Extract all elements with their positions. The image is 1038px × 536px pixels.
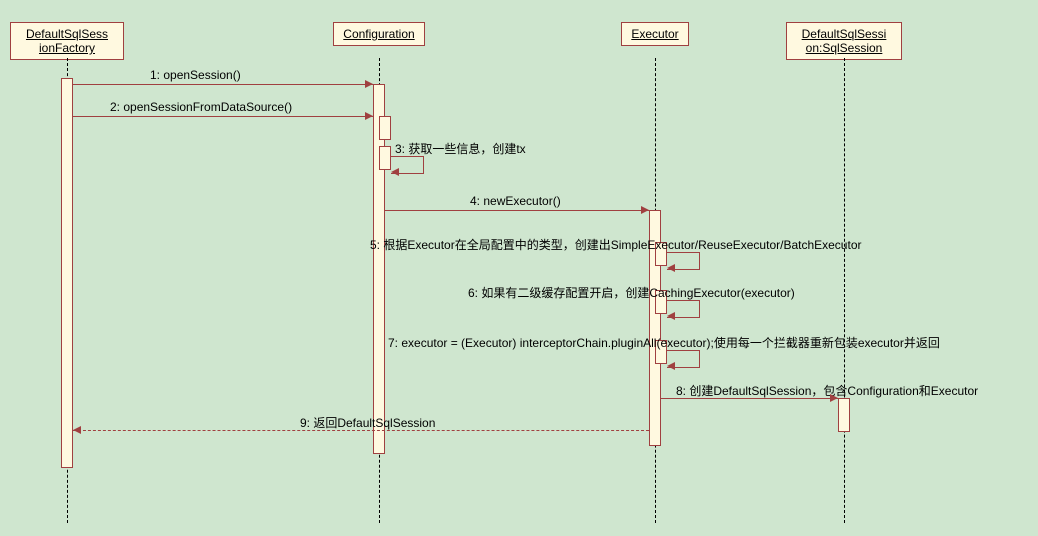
- activation-3: [379, 146, 391, 170]
- msg-8-label: 8: 创建DefaultSqlSession，包含Configuration和E…: [676, 382, 978, 399]
- msg-7-label: 7: executor = (Executor) interceptorChai…: [388, 334, 940, 351]
- lifeline-p4: [844, 58, 845, 523]
- msg-5-label: 5: 根据Executor在全局配置中的类型，创建出SimpleExecutor…: [370, 236, 862, 253]
- msg-6-label: 6: 如果有二级缓存配置开启，创建CachingExecutor(executo…: [468, 284, 795, 301]
- activation-8: [838, 398, 850, 432]
- msg-9-label: 9: 返回DefaultSqlSession: [300, 414, 435, 431]
- activation-2: [379, 116, 391, 140]
- arrow-1: [73, 84, 373, 85]
- arrow-2: [73, 116, 373, 117]
- msg-3-label: 3: 获取一些信息，创建tx: [395, 140, 526, 157]
- arrow-8: [661, 398, 838, 399]
- msg-2-label: 2: openSessionFromDataSource(): [110, 100, 292, 114]
- msg-4-label: 4: newExecutor(): [470, 194, 561, 208]
- participant-p4: DefaultSqlSession:SqlSession: [786, 22, 902, 60]
- participant-p3: Executor: [621, 22, 689, 46]
- activation-0: [61, 78, 73, 468]
- arrow-4: [385, 210, 649, 211]
- arrow-9: [73, 430, 649, 431]
- participant-p1: DefaultSqlSessionFactory: [10, 22, 124, 60]
- participant-p2: Configuration: [333, 22, 425, 46]
- msg-1-label: 1: openSession(): [150, 68, 241, 82]
